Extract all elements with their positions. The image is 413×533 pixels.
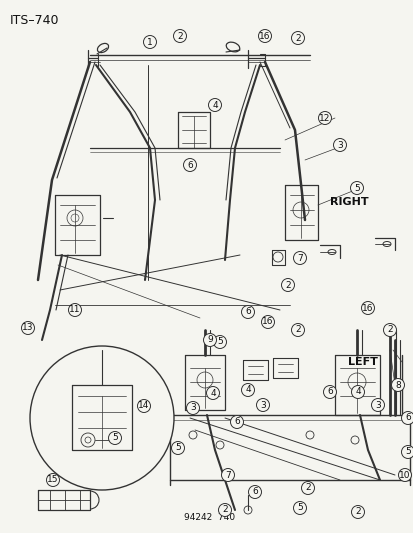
Circle shape bbox=[221, 469, 234, 481]
Circle shape bbox=[351, 385, 363, 399]
Text: 16: 16 bbox=[261, 318, 273, 327]
Text: 2: 2 bbox=[177, 31, 183, 41]
Circle shape bbox=[46, 473, 59, 487]
Circle shape bbox=[291, 324, 304, 336]
Circle shape bbox=[206, 386, 219, 400]
Circle shape bbox=[391, 378, 404, 392]
Circle shape bbox=[208, 99, 221, 111]
Text: 6: 6 bbox=[404, 414, 410, 423]
Circle shape bbox=[398, 469, 411, 481]
Text: 2: 2 bbox=[354, 507, 360, 516]
Circle shape bbox=[261, 316, 274, 328]
Circle shape bbox=[218, 504, 231, 516]
Circle shape bbox=[213, 335, 226, 349]
Text: 12: 12 bbox=[318, 114, 330, 123]
Text: 5: 5 bbox=[112, 433, 118, 442]
Text: 3: 3 bbox=[259, 400, 265, 409]
Circle shape bbox=[293, 252, 306, 264]
Text: 11: 11 bbox=[69, 305, 81, 314]
Text: 15: 15 bbox=[47, 475, 59, 484]
Text: 1: 1 bbox=[147, 37, 152, 46]
Circle shape bbox=[137, 400, 150, 413]
Text: 2: 2 bbox=[294, 326, 300, 335]
Circle shape bbox=[241, 384, 254, 397]
Text: 4: 4 bbox=[212, 101, 217, 109]
Text: 16: 16 bbox=[361, 303, 373, 312]
Text: 6: 6 bbox=[187, 160, 192, 169]
Text: 6: 6 bbox=[252, 488, 257, 497]
Text: 3: 3 bbox=[336, 141, 342, 149]
Circle shape bbox=[230, 416, 243, 429]
Text: 14: 14 bbox=[138, 401, 150, 410]
Text: 5: 5 bbox=[297, 504, 302, 513]
Text: ITS–740: ITS–740 bbox=[10, 14, 59, 27]
Text: 2: 2 bbox=[222, 505, 227, 514]
Text: 6: 6 bbox=[234, 417, 239, 426]
Text: 8: 8 bbox=[394, 381, 400, 390]
Text: 4: 4 bbox=[354, 387, 360, 397]
Circle shape bbox=[241, 305, 254, 319]
Text: 94242  740: 94242 740 bbox=[184, 513, 235, 522]
Circle shape bbox=[370, 399, 384, 411]
Circle shape bbox=[351, 505, 363, 519]
Text: 4: 4 bbox=[244, 385, 250, 394]
Circle shape bbox=[293, 502, 306, 514]
Circle shape bbox=[258, 29, 271, 43]
Text: 2: 2 bbox=[304, 483, 310, 492]
Circle shape bbox=[291, 31, 304, 44]
Text: 6: 6 bbox=[244, 308, 250, 317]
Circle shape bbox=[186, 401, 199, 415]
Text: 3: 3 bbox=[190, 403, 195, 413]
Circle shape bbox=[281, 279, 294, 292]
Circle shape bbox=[350, 182, 363, 195]
Circle shape bbox=[318, 111, 331, 125]
Text: RIGHT: RIGHT bbox=[329, 197, 368, 207]
Text: 9: 9 bbox=[206, 335, 212, 344]
Text: 7: 7 bbox=[225, 471, 230, 480]
Text: LEFT: LEFT bbox=[347, 357, 377, 367]
Circle shape bbox=[143, 36, 156, 49]
Circle shape bbox=[333, 139, 346, 151]
Text: 5: 5 bbox=[404, 448, 410, 456]
Text: 6: 6 bbox=[326, 387, 332, 397]
Circle shape bbox=[108, 432, 121, 445]
Circle shape bbox=[171, 441, 184, 455]
Text: 10: 10 bbox=[398, 471, 410, 480]
Circle shape bbox=[401, 411, 413, 424]
Text: 5: 5 bbox=[216, 337, 222, 346]
Text: 5: 5 bbox=[353, 183, 359, 192]
Circle shape bbox=[256, 399, 269, 411]
Circle shape bbox=[30, 346, 173, 490]
Circle shape bbox=[401, 446, 413, 458]
Text: 13: 13 bbox=[22, 324, 34, 333]
Circle shape bbox=[68, 303, 81, 317]
Circle shape bbox=[301, 481, 314, 495]
Circle shape bbox=[173, 29, 186, 43]
Text: 2: 2 bbox=[386, 326, 392, 335]
Circle shape bbox=[361, 302, 374, 314]
Circle shape bbox=[248, 486, 261, 498]
Circle shape bbox=[323, 385, 336, 399]
Text: 2: 2 bbox=[294, 34, 300, 43]
Text: 7: 7 bbox=[297, 254, 302, 262]
Circle shape bbox=[203, 334, 216, 346]
Text: 5: 5 bbox=[175, 443, 180, 453]
Text: 4: 4 bbox=[210, 389, 215, 398]
Circle shape bbox=[382, 324, 396, 336]
Circle shape bbox=[183, 158, 196, 172]
Text: 16: 16 bbox=[259, 31, 270, 41]
Text: 3: 3 bbox=[374, 400, 380, 409]
Text: 2: 2 bbox=[285, 280, 290, 289]
Circle shape bbox=[21, 321, 34, 335]
